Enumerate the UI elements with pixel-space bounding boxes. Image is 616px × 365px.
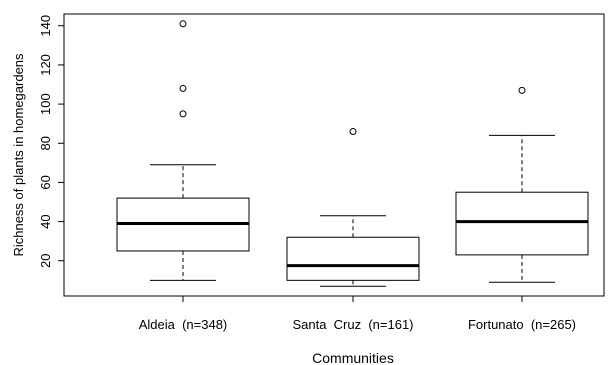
x-tick-label-1: Aldeia (n=348) <box>139 317 228 332</box>
y-tick-label-80: 80 <box>38 136 53 150</box>
y-tick-label-140: 140 <box>38 15 53 37</box>
x-axis-title: Communities <box>312 350 394 365</box>
y-tick-label-20: 20 <box>38 254 53 268</box>
outlier-point <box>179 20 187 28</box>
outlier-point <box>349 128 357 135</box>
iqr-box <box>286 236 420 281</box>
y-axis-title: Richness of plants in homegardens <box>11 53 26 257</box>
y-tick-label-40: 40 <box>38 214 53 228</box>
y-tick-label-60: 60 <box>38 175 53 189</box>
y-tick-label-100: 100 <box>38 93 53 115</box>
outlier-point <box>179 110 187 118</box>
box-3 <box>455 86 589 283</box>
outlier-point <box>518 86 526 94</box>
box-2 <box>286 128 420 287</box>
boxes <box>116 20 589 287</box>
x-tick-label-3: Fortunato (n=265) <box>468 317 576 332</box>
y-axis: 20 40 60 80 100 120 140 <box>38 15 65 268</box>
box-1 <box>116 20 250 281</box>
y-tick-label-120: 120 <box>38 54 53 76</box>
x-tick-label-2: Santa Cruz (n=161) <box>292 317 413 332</box>
iqr-box <box>455 191 589 256</box>
x-axis: Aldeia (n=348) Santa Cruz (n=161) Fortunat… <box>139 295 576 332</box>
outlier-point <box>179 84 187 92</box>
